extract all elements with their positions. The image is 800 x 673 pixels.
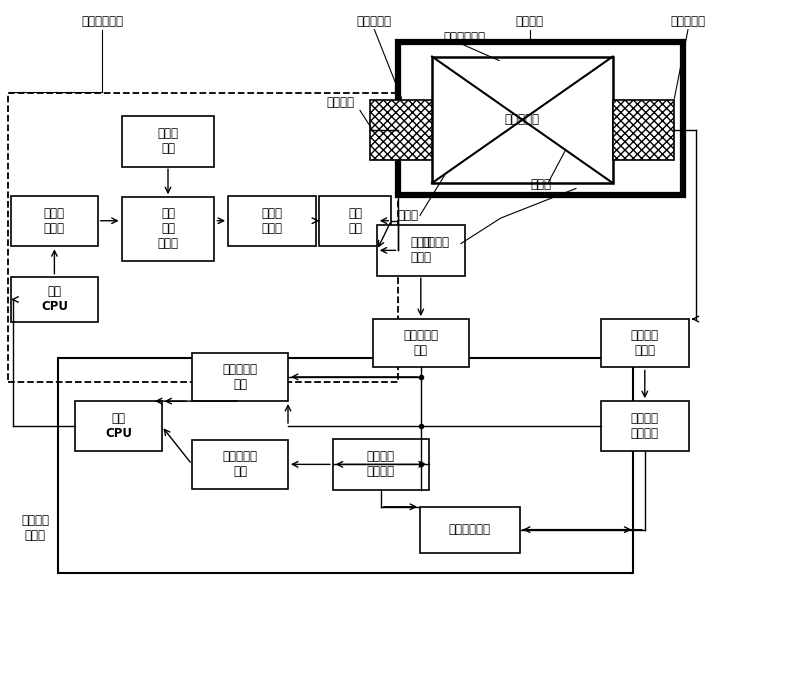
FancyBboxPatch shape bbox=[11, 277, 98, 322]
Text: 检偏器: 检偏器 bbox=[530, 178, 551, 191]
FancyBboxPatch shape bbox=[75, 401, 162, 452]
FancyBboxPatch shape bbox=[122, 116, 214, 166]
Text: 后行光电
转换器: 后行光电 转换器 bbox=[631, 329, 659, 357]
Text: 输出光纤: 输出光纤 bbox=[422, 236, 450, 249]
FancyBboxPatch shape bbox=[370, 100, 432, 160]
Text: 前行模数转
换器: 前行模数转 换器 bbox=[222, 450, 258, 479]
Text: 输出准直器: 输出准直器 bbox=[670, 15, 706, 28]
Text: 可控
比例
加法器: 可控 比例 加法器 bbox=[158, 207, 178, 250]
Text: 基准稳
压器: 基准稳 压器 bbox=[158, 127, 178, 155]
FancyBboxPatch shape bbox=[419, 507, 520, 553]
Text: 智能光电
解调器: 智能光电 解调器 bbox=[21, 514, 50, 542]
FancyBboxPatch shape bbox=[11, 195, 98, 246]
FancyBboxPatch shape bbox=[373, 319, 469, 367]
FancyBboxPatch shape bbox=[192, 440, 288, 489]
Text: 密封壳体: 密封壳体 bbox=[516, 15, 544, 28]
Text: 信号
CPU: 信号 CPU bbox=[41, 285, 68, 314]
Text: 后行交直
流分离器: 后行交直 流分离器 bbox=[631, 412, 659, 440]
Text: 光学传感头: 光学传感头 bbox=[505, 113, 540, 127]
FancyBboxPatch shape bbox=[228, 195, 316, 246]
FancyBboxPatch shape bbox=[432, 57, 613, 183]
Text: 前置光
分路器: 前置光 分路器 bbox=[410, 236, 431, 264]
Text: 磁光传感光路: 磁光传感光路 bbox=[443, 31, 485, 44]
FancyBboxPatch shape bbox=[319, 195, 391, 246]
FancyBboxPatch shape bbox=[601, 319, 689, 367]
FancyBboxPatch shape bbox=[377, 225, 465, 276]
Text: 光信号解调器: 光信号解调器 bbox=[449, 523, 490, 536]
Text: 前行交直
流分离器: 前行交直 流分离器 bbox=[366, 450, 394, 479]
Text: 光信号
发生器: 光信号 发生器 bbox=[44, 207, 65, 235]
FancyBboxPatch shape bbox=[122, 197, 214, 260]
Text: 输入光纤: 输入光纤 bbox=[327, 96, 355, 109]
Text: 可调
光源: 可调 光源 bbox=[348, 207, 362, 235]
Text: 输入准直器: 输入准直器 bbox=[357, 15, 392, 28]
Text: 后置
CPU: 后置 CPU bbox=[105, 412, 132, 440]
Text: 光功率
驱动器: 光功率 驱动器 bbox=[262, 207, 282, 235]
Text: 起偏器: 起偏器 bbox=[398, 209, 418, 222]
FancyBboxPatch shape bbox=[333, 439, 429, 490]
Text: 后行模数转
换器: 后行模数转 换器 bbox=[222, 363, 258, 391]
FancyBboxPatch shape bbox=[398, 42, 683, 195]
Text: 前行光电转
换器: 前行光电转 换器 bbox=[403, 329, 438, 357]
FancyBboxPatch shape bbox=[192, 353, 288, 401]
FancyBboxPatch shape bbox=[613, 100, 674, 160]
Text: 智能调制光源: 智能调制光源 bbox=[82, 15, 123, 28]
FancyBboxPatch shape bbox=[601, 401, 689, 452]
